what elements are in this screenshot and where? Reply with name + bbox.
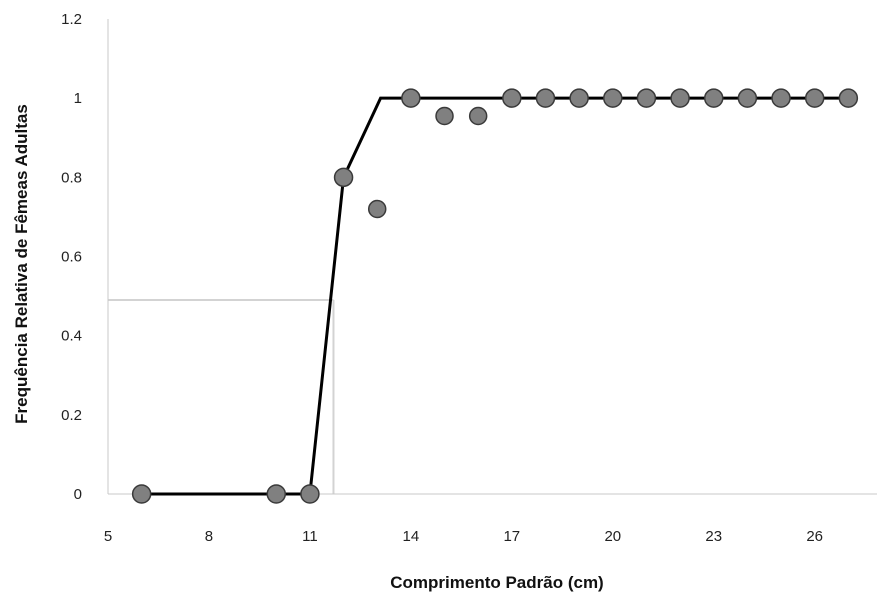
x-tick-label: 11 <box>302 528 318 545</box>
x-tick-label: 26 <box>806 528 823 545</box>
x-tick-label: 14 <box>403 528 420 545</box>
fitted-line <box>141 96 849 496</box>
x-tick-labels: 5 8 11 14 17 20 23 26 <box>104 528 823 545</box>
y-tick-label: 0.8 <box>61 169 82 186</box>
y-tick-label: 1.2 <box>61 11 82 28</box>
data-point <box>468 106 488 126</box>
x-tick-label: 5 <box>104 528 112 545</box>
x-axis-title: Comprimento Padrão (cm) <box>390 573 603 592</box>
data-points <box>131 88 859 504</box>
data-point <box>569 88 589 108</box>
y-tick-labels: 0 0.2 0.4 0.6 0.8 1 1.2 <box>61 11 82 503</box>
data-point <box>435 106 454 126</box>
y-tick-label: 0.4 <box>61 328 82 345</box>
x-tick-label: 17 <box>503 528 520 545</box>
data-point <box>636 88 657 108</box>
data-point <box>737 88 758 108</box>
data-point <box>131 484 152 504</box>
data-point <box>535 88 556 108</box>
data-point <box>703 88 724 108</box>
reference-lines <box>108 299 335 494</box>
data-point <box>838 88 859 108</box>
data-point <box>670 88 690 108</box>
x-tick-label: 8 <box>205 528 213 545</box>
data-point <box>300 484 320 504</box>
axes <box>107 19 877 495</box>
y-tick-label: 0.6 <box>61 249 82 266</box>
data-point <box>401 88 421 108</box>
data-point <box>804 88 825 108</box>
data-point <box>502 88 522 108</box>
data-point <box>771 88 791 108</box>
y-tick-label: 0.2 <box>61 407 82 424</box>
data-point <box>266 484 287 504</box>
data-point <box>603 88 623 108</box>
x-tick-label: 23 <box>705 528 722 545</box>
data-point <box>333 167 354 188</box>
x-tick-label: 20 <box>604 528 621 545</box>
y-axis-title: Frequência Relativa de Fêmeas Adultas <box>12 104 31 424</box>
data-point <box>367 199 387 219</box>
fitted-curve <box>141 96 849 496</box>
y-tick-label: 0 <box>74 486 82 503</box>
y-tick-label: 1 <box>74 90 82 107</box>
